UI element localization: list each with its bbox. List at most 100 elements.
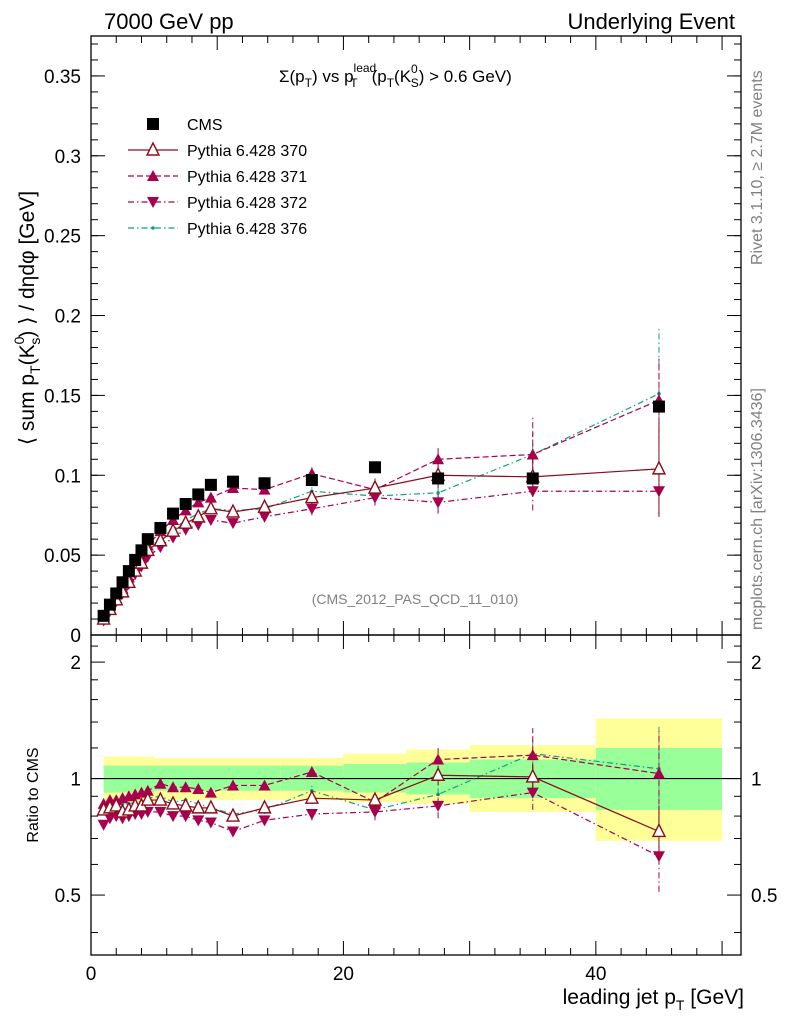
ratio-point xyxy=(225,807,241,822)
mcplots-label: mcplots.cern.ch [arXiv:1306.3436] xyxy=(749,388,766,630)
ratio-point xyxy=(305,808,318,820)
ratio-point xyxy=(368,806,381,818)
cms-data-point xyxy=(368,461,381,474)
ratio-point xyxy=(167,781,180,793)
ratio-point xyxy=(165,795,181,810)
cms-data-point xyxy=(154,521,167,534)
series-line-3 xyxy=(103,490,659,621)
ratio-point xyxy=(226,826,239,838)
cms-data-point xyxy=(129,553,142,566)
y-tick-label: 0.3 xyxy=(55,147,81,168)
cms-data-point xyxy=(97,609,110,622)
ratio-point xyxy=(97,819,110,831)
cms-data-point xyxy=(305,474,318,487)
ratio-point xyxy=(154,806,167,818)
cms-data-point xyxy=(167,507,180,520)
data-point xyxy=(651,460,667,475)
main-panel: 0 0.05 0.1 0.15 0.2 0.25 0.3 0.35 xyxy=(44,35,742,647)
ratio-point xyxy=(432,753,445,765)
cms-data-point xyxy=(103,598,116,611)
rivet-label: Rivet 3.1.10, ≥ 2.7M events xyxy=(749,70,766,265)
data-point xyxy=(304,489,320,504)
legend-marker-3 xyxy=(147,197,159,208)
legend-label-2: Pythia 6.428 371 xyxy=(187,169,307,186)
cms-data-point xyxy=(110,587,123,600)
ratio-line-4 xyxy=(103,753,660,815)
ratio-point xyxy=(258,815,271,827)
ratio-point xyxy=(258,779,271,791)
ratio-tick-label: 2 xyxy=(70,653,81,674)
ratio-tick-label-right: 1 xyxy=(751,770,762,791)
cms-data-point xyxy=(258,477,271,490)
data-point xyxy=(203,500,219,515)
ratio-point xyxy=(526,749,539,761)
data-point xyxy=(305,503,318,515)
cms-data-point xyxy=(179,498,192,511)
x-tick-label: 0 xyxy=(86,964,97,985)
ratio-point xyxy=(226,779,239,791)
cms-data-point xyxy=(192,488,205,501)
ratio-point xyxy=(204,786,217,798)
ratio-point xyxy=(192,815,205,827)
data-point xyxy=(367,479,383,494)
ratio-point xyxy=(651,822,667,838)
data-point xyxy=(526,448,539,460)
legend-label-0: CMS xyxy=(187,117,223,134)
data-point xyxy=(257,498,272,513)
ratio-point xyxy=(525,768,540,783)
ratio-point xyxy=(141,784,154,796)
analysis-label: (CMS_2012_PAS_QCD_11_010) xyxy=(312,591,519,607)
y-axis-label: ⟨ sum pT(K0s) ⟩ / dηdφ [GeV] xyxy=(11,191,43,445)
ratio-frame xyxy=(90,634,742,956)
ratio-point xyxy=(167,811,180,823)
ratio-point xyxy=(432,800,445,812)
cms-data-point xyxy=(652,400,665,413)
data-point xyxy=(226,518,239,530)
ratio-point xyxy=(109,797,124,812)
header-right: Underlying Event xyxy=(567,9,735,34)
data-point xyxy=(191,508,206,523)
data-point xyxy=(165,522,181,537)
ratio-point xyxy=(154,777,167,789)
x-tick-label: 20 xyxy=(333,964,354,985)
ratio-point xyxy=(367,791,383,806)
data-point xyxy=(432,453,445,465)
y-tick-label: 0.25 xyxy=(44,227,81,248)
cms-data-point xyxy=(226,475,239,488)
data-point xyxy=(192,496,205,508)
x-axis-label: leading jet pT [GeV] xyxy=(563,986,744,1013)
data-point xyxy=(258,511,271,523)
cms-data-point xyxy=(135,544,148,557)
ratio-point xyxy=(153,791,168,806)
ratio-tick-label-right: 0.5 xyxy=(751,886,777,907)
ratio-point xyxy=(179,781,192,793)
header-left: 7000 GeV pp xyxy=(104,9,234,34)
ratio-point xyxy=(179,811,192,823)
cms-data-point xyxy=(204,478,217,491)
cms-data-point xyxy=(122,565,135,578)
data-point xyxy=(153,532,168,547)
ratio-point xyxy=(178,797,193,812)
data-point xyxy=(178,514,193,529)
data-point xyxy=(432,497,445,509)
legend-label-3: Pythia 6.428 372 xyxy=(187,195,307,212)
y-tick-label: 0.05 xyxy=(44,546,81,567)
ratio-y-axis-label: Ratio to CMS xyxy=(25,747,42,842)
cms-data-point xyxy=(526,472,539,485)
ratio-point xyxy=(257,799,272,814)
ratio-point xyxy=(526,787,539,799)
ratio-point xyxy=(305,765,318,777)
legend: CMS Pythia 6.428 370 Pythia 6.428 371 Pythi… xyxy=(128,117,307,238)
ratio-tick-label: 0.5 xyxy=(55,886,81,907)
legend-marker-2 xyxy=(147,170,159,181)
legend-label-1: Pythia 6.428 370 xyxy=(187,143,307,160)
y-tick-label: 0 xyxy=(70,626,81,647)
cms-data-point xyxy=(432,472,445,485)
data-point xyxy=(204,514,217,526)
data-point xyxy=(225,503,241,518)
chart-title: Σ(pT) vs plead T (pT(K0 S) > 0.6 GeV) xyxy=(279,61,512,90)
y-tick-label: 0.2 xyxy=(55,307,81,328)
ratio-point xyxy=(140,791,155,806)
ratio-point xyxy=(652,767,665,779)
x-tick-label: 40 xyxy=(585,964,606,985)
